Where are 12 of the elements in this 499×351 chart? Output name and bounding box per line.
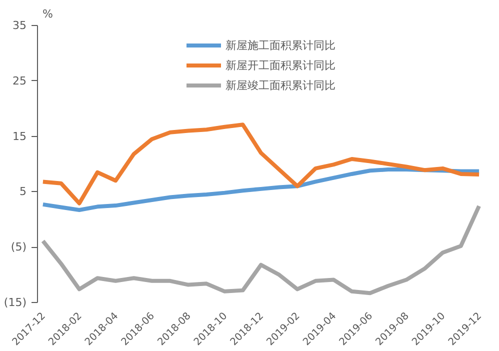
y-tick-label: 15 bbox=[12, 130, 27, 143]
y-tick-label: 35 bbox=[12, 19, 27, 32]
legend-label: 新屋竣工面积累计同比 bbox=[226, 78, 336, 92]
line-series bbox=[40, 122, 482, 206]
legend-label: 新屋施工面积累计同比 bbox=[226, 38, 336, 52]
line-series bbox=[40, 204, 482, 296]
y-tick-label: 5 bbox=[20, 185, 26, 198]
y-axis-title: % bbox=[42, 8, 53, 20]
y-tick-label: (15) bbox=[4, 296, 27, 309]
y-tick-label: 25 bbox=[12, 74, 27, 88]
y-tick-label: (5) bbox=[10, 240, 27, 254]
legend-label: 新屋开工面积累计同比 bbox=[226, 58, 336, 72]
